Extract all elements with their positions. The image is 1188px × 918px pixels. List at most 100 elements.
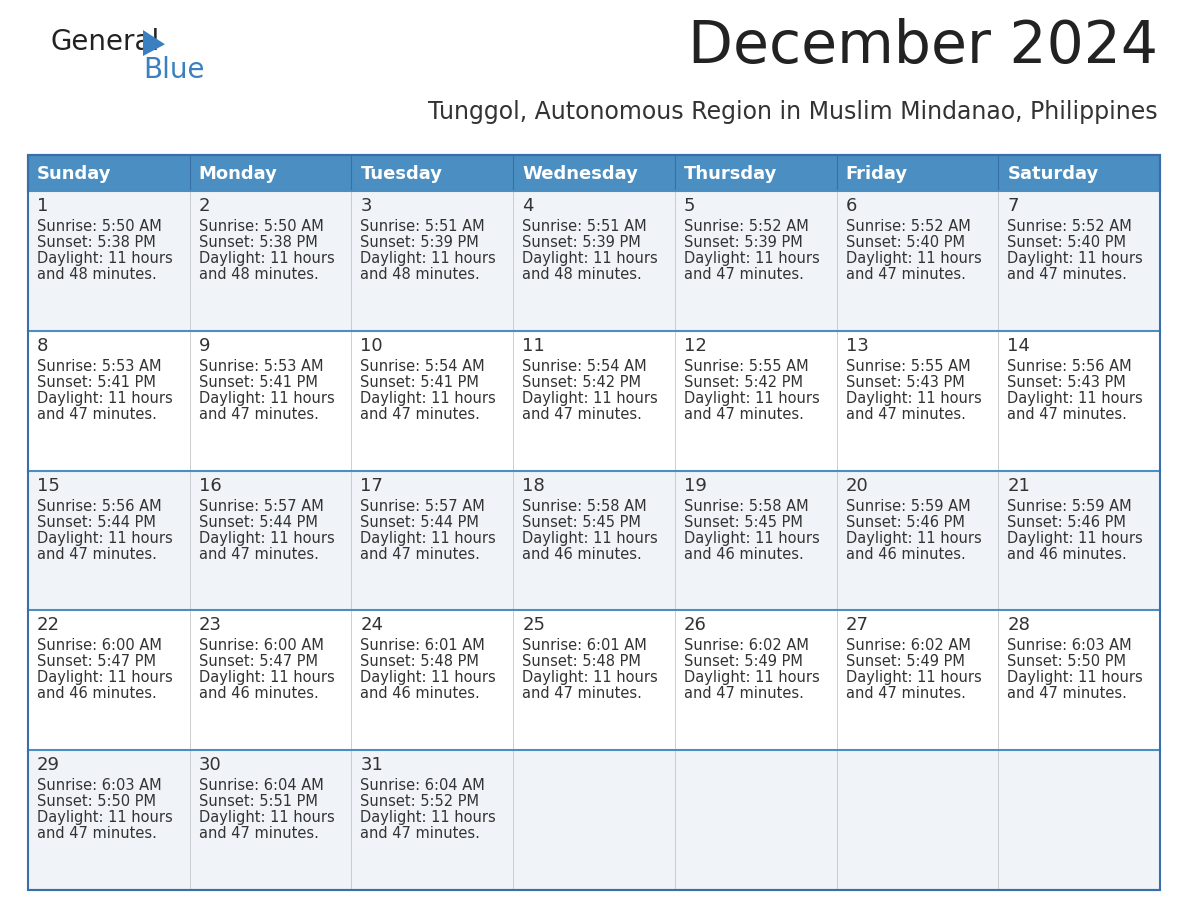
Text: and 46 minutes.: and 46 minutes. [684,546,803,562]
Text: Daylight: 11 hours: Daylight: 11 hours [684,531,820,545]
Text: Sunset: 5:42 PM: Sunset: 5:42 PM [684,375,803,390]
Text: Sunrise: 6:03 AM: Sunrise: 6:03 AM [1007,638,1132,654]
Text: 17: 17 [360,476,384,495]
Text: and 47 minutes.: and 47 minutes. [523,687,642,701]
Text: Sunset: 5:43 PM: Sunset: 5:43 PM [1007,375,1126,390]
Text: Blue: Blue [143,56,204,84]
Text: and 47 minutes.: and 47 minutes. [846,407,966,421]
Text: and 47 minutes.: and 47 minutes. [684,267,804,282]
Text: Sunrise: 5:52 AM: Sunrise: 5:52 AM [1007,219,1132,234]
Bar [190,155,352,191]
Text: and 47 minutes.: and 47 minutes. [684,687,804,701]
Text: Sunset: 5:38 PM: Sunset: 5:38 PM [198,235,317,250]
Text: and 46 minutes.: and 46 minutes. [360,687,480,701]
Text: Sunrise: 6:02 AM: Sunrise: 6:02 AM [846,638,971,654]
Text: and 47 minutes.: and 47 minutes. [37,826,157,841]
Bar [352,155,513,191]
Text: Sunset: 5:44 PM: Sunset: 5:44 PM [360,515,479,530]
Text: Daylight: 11 hours: Daylight: 11 hours [846,251,981,266]
Text: Sunset: 5:41 PM: Sunset: 5:41 PM [198,375,317,390]
Text: Sunset: 5:49 PM: Sunset: 5:49 PM [846,655,965,669]
Text: 7: 7 [1007,197,1019,215]
Text: and 47 minutes.: and 47 minutes. [37,546,157,562]
Text: Sunset: 5:51 PM: Sunset: 5:51 PM [198,794,317,809]
Text: Sunrise: 5:54 AM: Sunrise: 5:54 AM [523,359,646,374]
Text: Sunrise: 6:00 AM: Sunrise: 6:00 AM [37,638,162,654]
Text: Sunrise: 5:59 AM: Sunrise: 5:59 AM [846,498,971,513]
Text: 2: 2 [198,197,210,215]
Text: 28: 28 [1007,616,1030,634]
Text: and 47 minutes.: and 47 minutes. [684,407,804,421]
Text: 13: 13 [846,337,868,354]
Text: Monday: Monday [198,165,278,183]
Text: Sunrise: 5:59 AM: Sunrise: 5:59 AM [1007,498,1132,513]
Text: Thursday: Thursday [684,165,777,183]
Text: 1: 1 [37,197,49,215]
Bar [29,610,1159,750]
Text: Daylight: 11 hours: Daylight: 11 hours [684,391,820,406]
Text: Sunset: 5:48 PM: Sunset: 5:48 PM [360,655,479,669]
Text: Sunset: 5:39 PM: Sunset: 5:39 PM [684,235,803,250]
Text: Daylight: 11 hours: Daylight: 11 hours [846,391,981,406]
Text: 22: 22 [37,616,61,634]
Text: Sunrise: 6:01 AM: Sunrise: 6:01 AM [360,638,485,654]
Text: Daylight: 11 hours: Daylight: 11 hours [1007,391,1143,406]
Bar [29,155,1159,191]
Text: Daylight: 11 hours: Daylight: 11 hours [37,811,172,825]
Text: and 47 minutes.: and 47 minutes. [198,407,318,421]
Bar [29,471,1159,610]
Text: Sunrise: 6:03 AM: Sunrise: 6:03 AM [37,778,162,793]
Text: Tunggol, Autonomous Region in Muslim Mindanao, Philippines: Tunggol, Autonomous Region in Muslim Min… [429,100,1158,124]
Text: Sunset: 5:39 PM: Sunset: 5:39 PM [360,235,479,250]
Text: 9: 9 [198,337,210,354]
Text: Sunrise: 5:50 AM: Sunrise: 5:50 AM [37,219,162,234]
Text: 5: 5 [684,197,695,215]
Text: 24: 24 [360,616,384,634]
Text: and 47 minutes.: and 47 minutes. [523,407,642,421]
Text: Sunrise: 5:51 AM: Sunrise: 5:51 AM [523,219,646,234]
Text: and 48 minutes.: and 48 minutes. [37,267,157,282]
Bar [29,330,1159,471]
Text: Sunrise: 6:01 AM: Sunrise: 6:01 AM [523,638,647,654]
Text: Sunrise: 5:57 AM: Sunrise: 5:57 AM [360,498,485,513]
Bar [998,155,1159,191]
Text: Friday: Friday [846,165,908,183]
Text: and 46 minutes.: and 46 minutes. [846,546,966,562]
Text: 10: 10 [360,337,383,354]
Text: and 47 minutes.: and 47 minutes. [198,546,318,562]
Text: Sunrise: 5:51 AM: Sunrise: 5:51 AM [360,219,485,234]
Text: and 47 minutes.: and 47 minutes. [1007,687,1127,701]
Text: 8: 8 [37,337,49,354]
Text: 27: 27 [846,616,868,634]
Text: Daylight: 11 hours: Daylight: 11 hours [846,531,981,545]
Text: Sunrise: 5:56 AM: Sunrise: 5:56 AM [37,498,162,513]
Text: 30: 30 [198,756,221,774]
Text: 25: 25 [523,616,545,634]
Polygon shape [143,30,165,56]
Text: Sunset: 5:43 PM: Sunset: 5:43 PM [846,375,965,390]
Bar [29,191,1159,330]
Text: Daylight: 11 hours: Daylight: 11 hours [846,670,981,686]
Text: and 47 minutes.: and 47 minutes. [1007,407,1127,421]
Text: Daylight: 11 hours: Daylight: 11 hours [37,670,172,686]
Text: and 47 minutes.: and 47 minutes. [846,267,966,282]
Bar [513,155,675,191]
Text: Sunset: 5:39 PM: Sunset: 5:39 PM [523,235,640,250]
Text: 12: 12 [684,337,707,354]
Text: Sunrise: 5:53 AM: Sunrise: 5:53 AM [198,359,323,374]
Text: Daylight: 11 hours: Daylight: 11 hours [37,531,172,545]
Text: Sunset: 5:45 PM: Sunset: 5:45 PM [523,515,642,530]
Text: Sunset: 5:49 PM: Sunset: 5:49 PM [684,655,803,669]
Text: Daylight: 11 hours: Daylight: 11 hours [198,670,335,686]
Text: Sunset: 5:46 PM: Sunset: 5:46 PM [1007,515,1126,530]
Text: 21: 21 [1007,476,1030,495]
Text: and 48 minutes.: and 48 minutes. [360,267,480,282]
Text: Sunset: 5:50 PM: Sunset: 5:50 PM [1007,655,1126,669]
Text: Sunset: 5:45 PM: Sunset: 5:45 PM [684,515,803,530]
Text: 16: 16 [198,476,221,495]
Text: and 47 minutes.: and 47 minutes. [360,546,480,562]
Text: Sunrise: 6:04 AM: Sunrise: 6:04 AM [198,778,323,793]
Text: Sunset: 5:44 PM: Sunset: 5:44 PM [37,515,156,530]
Text: Daylight: 11 hours: Daylight: 11 hours [198,811,335,825]
Text: Sunset: 5:52 PM: Sunset: 5:52 PM [360,794,480,809]
